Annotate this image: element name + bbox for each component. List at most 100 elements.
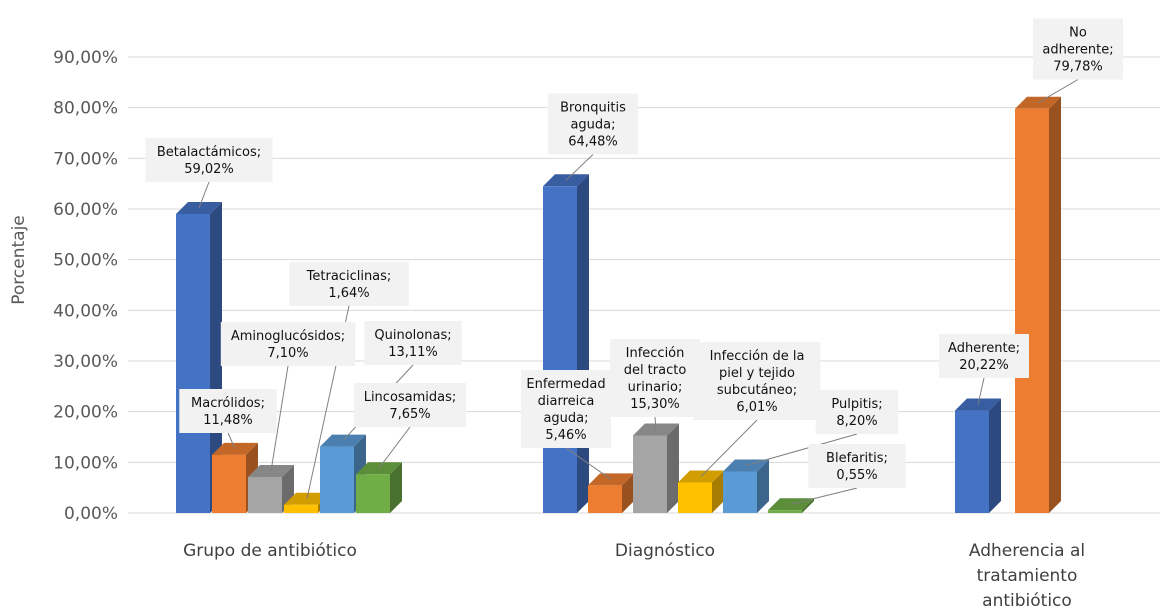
- data-label-text: Blefaritis;: [826, 451, 888, 466]
- x-axis-categories: Grupo de antibiótico Diagnóstico Adherenci…: [183, 541, 1085, 611]
- bar-no-adherente: [1015, 96, 1061, 513]
- data-label-box: [289, 262, 409, 306]
- data-label-text: 6,01%: [736, 400, 777, 415]
- data-label-infeccion-de-la-piel-y-tejido-subcutaneo: Infección de la piel y tejido subcutáneo; 6…: [693, 342, 821, 420]
- data-label-infeccion-del-tracto-urinario: Infección del tracto urinario; 15,30%: [610, 339, 700, 417]
- bar-side: [989, 398, 1001, 513]
- bar-side: [757, 459, 769, 513]
- data-label-text: 15,30%: [630, 397, 680, 412]
- y-tick-label: 20,00%: [53, 403, 118, 423]
- bar-front: [212, 454, 246, 513]
- bar-front: [768, 510, 802, 513]
- bar-front: [248, 477, 282, 513]
- data-label-box: [548, 93, 638, 155]
- data-label-box: [693, 342, 821, 420]
- data-label-box: [939, 334, 1029, 378]
- data-label-enfermedad-diarreica-aguda: Enfermedad diarreica aguda; 5,46%: [521, 370, 611, 448]
- y-tick-label: 50,00%: [53, 251, 118, 271]
- bar-front: [356, 474, 390, 513]
- data-label-text: 11,48%: [203, 413, 253, 428]
- data-label-text: 7,65%: [389, 407, 430, 422]
- data-label-box: [220, 322, 356, 366]
- bar-front: [176, 213, 210, 513]
- data-label-box: [610, 339, 700, 417]
- data-label-box: [353, 383, 467, 427]
- data-label-box: [808, 444, 906, 488]
- data-label-text: subcutáneo;: [717, 383, 797, 398]
- bar-pulpitis: [723, 459, 769, 513]
- bar-side: [667, 423, 679, 513]
- y-tick-label: 10,00%: [53, 453, 118, 473]
- bar-side: [802, 498, 814, 513]
- data-label-text: 8,20%: [836, 414, 877, 429]
- y-tick-label: 90,00%: [53, 48, 118, 68]
- y-tick-label: 30,00%: [53, 352, 118, 372]
- bar-adherente: [955, 398, 1001, 513]
- data-label-box: [364, 321, 462, 365]
- data-label-box: [521, 370, 611, 448]
- data-label-text: 13,11%: [388, 345, 438, 360]
- bar-side: [712, 470, 724, 513]
- category-label-adherencia-al-tratamiento-antibiotico: antibiótico: [982, 591, 1072, 611]
- bar-bronquitis-aguda: [543, 174, 589, 513]
- bar-infeccion-de-la-piel-y-tejido-subcutaneo: [678, 470, 724, 513]
- data-label-text: No: [1069, 26, 1087, 41]
- data-label-text: 64,48%: [568, 135, 618, 150]
- data-label-text: Betalactámicos;: [157, 145, 261, 160]
- data-label-betalactamicos: Betalactámicos; 59,02%: [145, 138, 273, 182]
- leader-line: [977, 377, 985, 405]
- leader-line: [227, 432, 236, 450]
- data-label-text: diarreica: [538, 394, 595, 409]
- data-label-box: [145, 138, 273, 182]
- leader-line: [654, 416, 657, 430]
- bar-front: [723, 471, 757, 513]
- data-label-text: 7,10%: [267, 346, 308, 361]
- bar-side: [1049, 96, 1061, 513]
- y-tick-label: 70,00%: [53, 149, 118, 169]
- y-tick-label: 80,00%: [53, 99, 118, 119]
- bar-lincosamidas: [356, 462, 402, 513]
- leader-line: [565, 154, 594, 181]
- data-label-bronquitis-aguda: Bronquitis aguda; 64,48%: [548, 93, 638, 155]
- data-label-tetraciclinas: Tetraciclinas; 1,64%: [289, 262, 409, 306]
- data-label-text: 5,46%: [545, 428, 586, 443]
- bar-betalactamicos: [176, 201, 222, 513]
- data-label-text: Lincosamidas;: [364, 390, 457, 405]
- leader-line: [700, 419, 758, 477]
- data-label-text: urinario;: [628, 380, 683, 395]
- leader-line: [378, 426, 411, 469]
- leader-line: [790, 487, 858, 505]
- y-tick-label: 40,00%: [53, 301, 118, 321]
- bars: [176, 96, 1061, 513]
- data-label-blefaritis: Blefaritis; 0,55%: [808, 444, 906, 488]
- data-label-text: Tetraciclinas;: [306, 269, 392, 284]
- data-label-text: Macrólidos;: [191, 396, 265, 411]
- bar-enfermedad-diarreica-aguda: [588, 473, 634, 513]
- data-label-text: Infección de la: [710, 349, 805, 364]
- data-labels: Betalactámicos; 59,02% Macrólidos; 11,48% Am…: [145, 18, 1123, 488]
- y-tick-label: 60,00%: [53, 200, 118, 220]
- data-label-lincosamidas: Lincosamidas; 7,65%: [353, 383, 467, 427]
- bar-infeccion-del-tracto-urinario: [633, 423, 679, 513]
- data-label-text: 20,22%: [959, 358, 1009, 373]
- leader-line: [1037, 79, 1079, 104]
- category-label-grupo-de-antibiotico: Grupo de antibiótico: [183, 541, 357, 561]
- category-label-adherencia-al-tratamiento-antibiotico: tratamiento: [977, 566, 1078, 586]
- data-label-text: Quinolonas;: [374, 328, 451, 343]
- data-label-text: Infección: [626, 346, 685, 361]
- data-label-pulpitis: Pulpitis; 8,20%: [815, 390, 899, 434]
- bar-side: [210, 201, 222, 513]
- data-label-text: 0,55%: [836, 468, 877, 483]
- bar-front: [588, 485, 622, 513]
- data-label-text: 59,02%: [184, 162, 234, 177]
- category-label-adherencia-al-tratamiento-antibiotico: Adherencia al: [969, 541, 1085, 561]
- data-label-text: Aminoglucósidos;: [231, 329, 345, 344]
- leader-line: [745, 433, 858, 466]
- bar-front: [955, 410, 989, 513]
- data-label-text: piel y tejido: [719, 366, 795, 381]
- category-label-diagnostico: Diagnóstico: [615, 541, 715, 561]
- y-tick-label: 0,00%: [64, 504, 118, 524]
- data-label-text: Bronquitis: [560, 101, 626, 116]
- bar-front: [320, 446, 354, 513]
